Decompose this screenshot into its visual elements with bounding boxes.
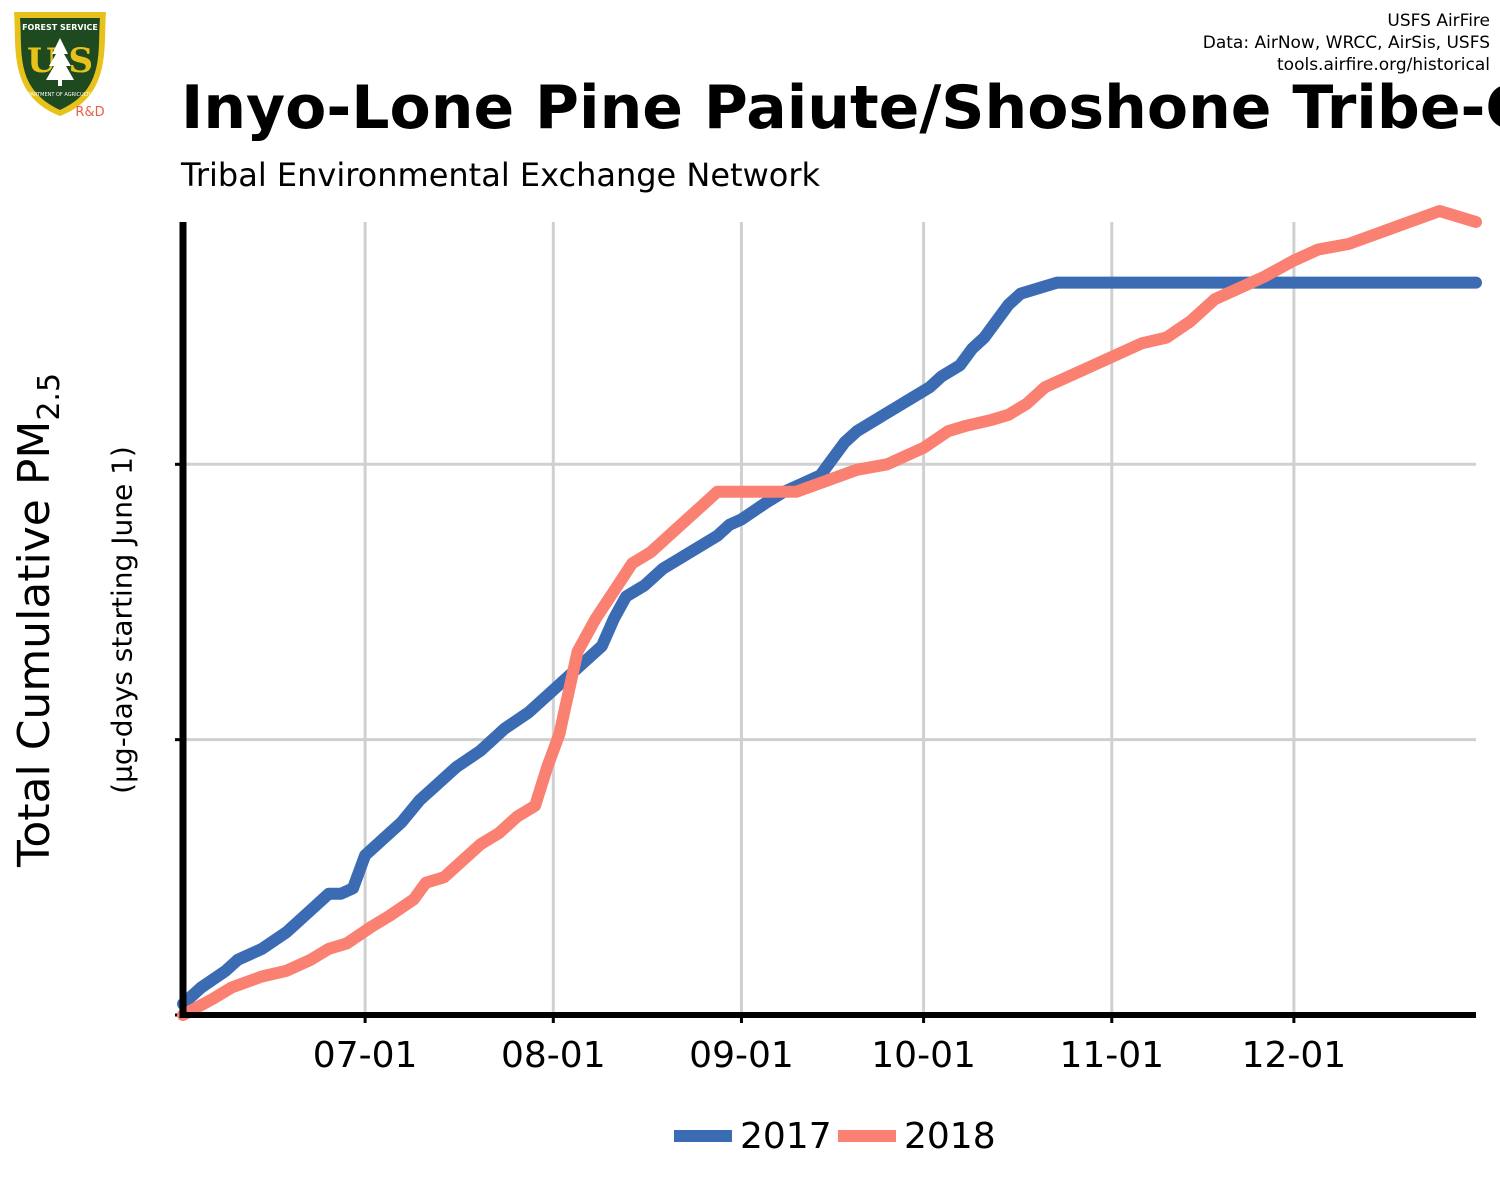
chart-title: Inyo-Lone Pine Paiute/Shoshone Tribe-CA bbox=[181, 73, 1500, 143]
logo-rd-tag: R&D bbox=[75, 105, 104, 120]
x-tick-label: 07-01 bbox=[313, 1035, 418, 1076]
logo-top-text: FOREST SERVICE bbox=[22, 23, 98, 32]
x-tick-label: 10-01 bbox=[871, 1035, 976, 1076]
credits-block: USFS AirFire Data: AirNow, WRCC, AirSis,… bbox=[1203, 10, 1490, 76]
legend-label: 2017 bbox=[740, 1115, 832, 1157]
y-axis-label-text: Total Cumulative PM bbox=[9, 420, 61, 868]
legend-item-2017: 2017 bbox=[674, 1112, 832, 1160]
x-tick-label: 09-01 bbox=[689, 1035, 794, 1076]
series-line-2017 bbox=[177, 276, 1482, 1010]
legend: 2017 2018 bbox=[0, 1112, 1500, 1160]
legend-swatch bbox=[674, 1130, 732, 1142]
x-tick-label: 08-01 bbox=[501, 1035, 606, 1076]
chart-subtitle: Tribal Environmental Exchange Network bbox=[181, 156, 821, 194]
legend-swatch bbox=[838, 1130, 896, 1142]
credit-line: Data: AirNow, WRCC, AirSis, USFS bbox=[1202, 33, 1490, 53]
legend-item-2018: 2018 bbox=[838, 1112, 996, 1160]
legend-label: 2018 bbox=[904, 1115, 996, 1157]
logo-bottom-text: DEPARTMENT OF AGRICULTURE bbox=[21, 92, 99, 98]
y-axis-units-label: (µg-days starting June 1) bbox=[105, 446, 139, 794]
y-axis-label-subscript: 2.5 bbox=[31, 372, 67, 421]
x-tick-label: 12-01 bbox=[1242, 1035, 1347, 1076]
credit-line: USFS AirFire bbox=[1387, 11, 1490, 31]
credit-line: tools.airfire.org/historical bbox=[1277, 55, 1490, 75]
usfs-shield-logo: FOREST SERVICE U S DEPARTMENT OF AGRICUL… bbox=[14, 12, 106, 120]
series-line-2018 bbox=[177, 205, 1482, 1021]
y-axis-label: Total Cumulative PM2.5 bbox=[9, 373, 67, 867]
x-tick-label: 11-01 bbox=[1059, 1035, 1164, 1076]
pine-tree-icon bbox=[46, 38, 74, 86]
